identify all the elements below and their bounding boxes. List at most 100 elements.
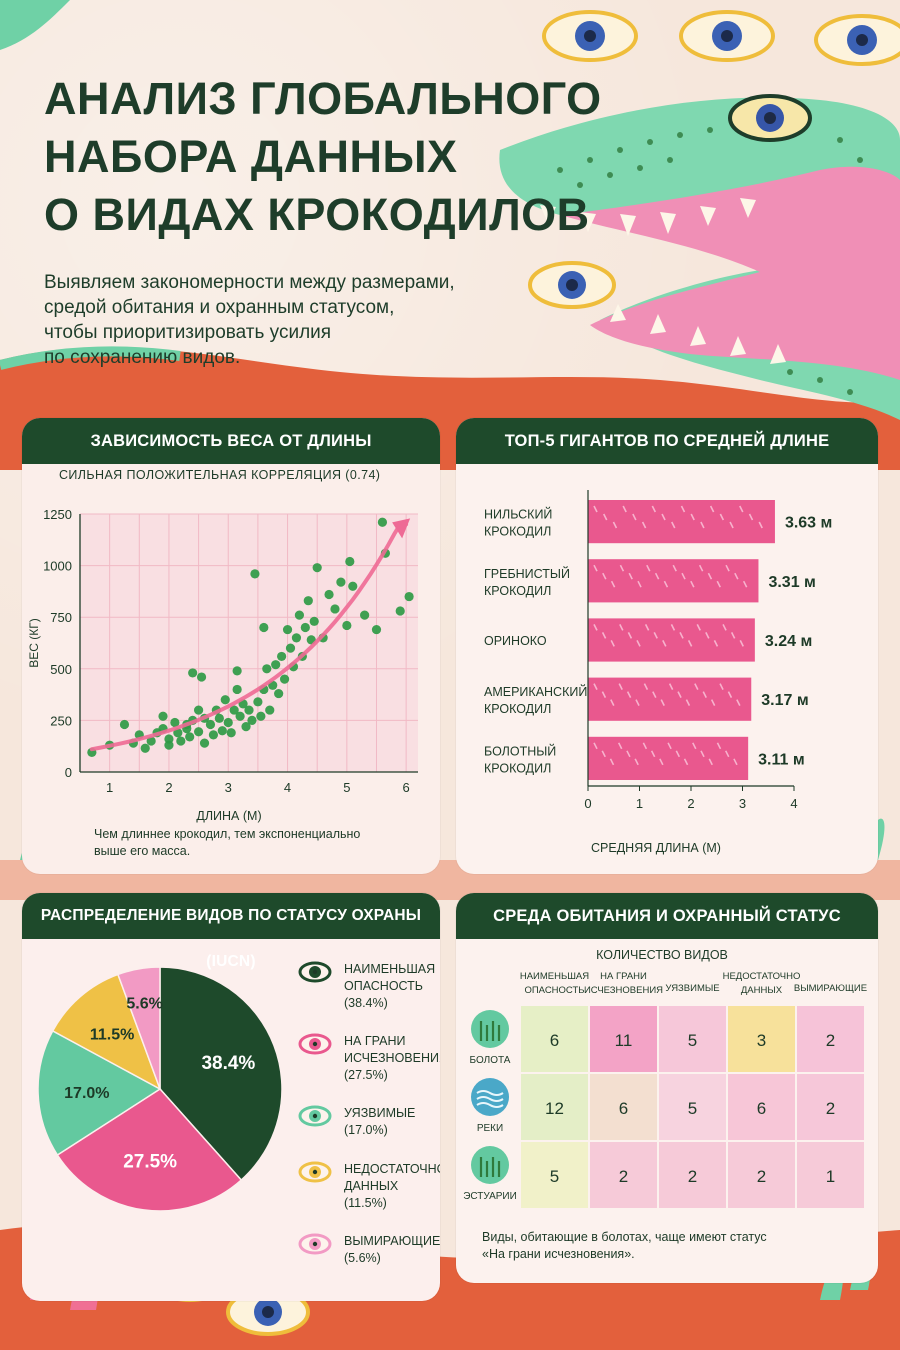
bar-texture: [679, 632, 684, 639]
bar-texture: [694, 683, 699, 690]
estuary-icon: [471, 1146, 509, 1184]
bar-category-label: АМЕРИКАНСКИЙ: [484, 684, 587, 699]
heatmap-cell: [659, 1142, 726, 1208]
scatter-y-tick-label: 250: [50, 713, 72, 728]
heatmap-row-label: ЭСТУАРИИ: [463, 1191, 517, 1202]
scatter-point: [241, 721, 251, 732]
scatter-point: [395, 606, 405, 616]
heatmap-row-label: БОЛОТА: [470, 1055, 511, 1066]
subtitle-line: чтобы приоритизировать усилия: [44, 322, 332, 343]
scatter-point: [277, 651, 287, 662]
heatmap-cell: [728, 1074, 795, 1140]
bar-texture: [690, 580, 695, 588]
scatter-x-tick-label: 2: [165, 780, 172, 795]
pie-slice-label: 11.5%: [90, 1027, 134, 1044]
scatter-y-tick-label: 1250: [43, 507, 72, 522]
eye-icon-mint: [298, 1105, 332, 1127]
heatmap-cell-value: 2: [619, 1167, 628, 1186]
pie-legend-line: (38.4%): [344, 996, 388, 1010]
bar-texture: [646, 564, 651, 572]
scatter-x-axis-label: ДЛИНА (М): [196, 809, 261, 823]
pie-legend-line: ОПАСНОСТЬ: [344, 979, 423, 993]
pie-legend-line: ИСЧЕЗНОВЕНИЯ: [344, 1051, 440, 1065]
pie-legend-line: НА ГРАНИ: [344, 1034, 406, 1048]
heatmap-cell: [521, 1142, 588, 1208]
scatter-point: [196, 672, 207, 682]
heatmap-column-label: НЕДОСТАТОЧНО: [723, 971, 801, 982]
subtitle-line: средой обитания и охранным статусом,: [44, 297, 395, 318]
scatter-point: [193, 727, 204, 737]
scatter-point: [232, 666, 242, 676]
bar-texture: [618, 683, 623, 690]
scatter-chart: 0 250 500 750 1000 1250 1 2 3 4 5 6 ДЛИНА (М) ВЕС (КГ…: [27, 507, 418, 823]
scatter-y-tick-label: 750: [50, 610, 72, 625]
bar-texture: [670, 624, 676, 631]
scatter-note-line: выше его масса.: [94, 844, 191, 858]
scatter-x-tick-label: 1: [106, 780, 113, 795]
heatmap-cell: [797, 1006, 864, 1072]
bar-texture: [617, 742, 623, 750]
bar-texture: [626, 750, 631, 758]
scatter-x-tick-label: 5: [343, 780, 350, 795]
scatter-point: [377, 517, 388, 527]
heatmap-cell: [590, 1074, 657, 1140]
heatmap-cell: [521, 1006, 588, 1072]
bar-texture: [627, 632, 633, 639]
bar-texture: [736, 699, 741, 706]
bar-texture: [680, 505, 686, 513]
heatmap-cell: [659, 1074, 726, 1140]
heatmap-cell-value: 5: [550, 1167, 559, 1186]
bar-texture: [601, 632, 607, 639]
pie-legend-item: ВЫМИРАЮЩИЕ (5.6%): [298, 1233, 440, 1289]
bar-texture: [675, 750, 681, 758]
bar-texture: [702, 691, 707, 698]
scatter-x-tick-label: 3: [225, 780, 232, 795]
scatter-trend-arrowhead: [392, 518, 411, 539]
bar-x-tick-label: 1: [636, 796, 643, 811]
heatmap-note-line: «На грани исчезновения».: [482, 1247, 635, 1261]
bar-texture: [725, 564, 730, 572]
scatter-point: [253, 697, 263, 707]
heatmap-row-label: РЕКИ: [477, 1123, 503, 1134]
bar-texture: [734, 572, 739, 580]
bar-category-label: ОРИНОКО: [484, 634, 547, 648]
title-line: НАБОРА ДАННЫХ: [44, 131, 458, 182]
bar-texture: [700, 750, 705, 758]
scatter-point: [404, 591, 414, 602]
river-wave: [476, 1096, 504, 1102]
scatter-panel-title: ЗАВИСИМОСТЬ ВЕСА ОТ ДЛИНЫ: [22, 418, 440, 464]
pie-legend-label: ВЫМИРАЮЩИЕ (5.6%): [344, 1233, 440, 1267]
page-title: АНАЛИЗ ГЛОБАЛЬНОГО НАБОРА ДАННЫХ О ВИДАХ…: [44, 70, 604, 244]
bar-texture: [668, 683, 674, 690]
scatter-point: [185, 732, 195, 742]
river-wave: [476, 1090, 504, 1096]
pie-legend-line: НЕДОСТАТОЧНО: [344, 1162, 440, 1176]
bar-category-label: КРОКОДИЛ: [484, 525, 551, 539]
bar-x-axis-label: СРЕДНЯЯ ДЛИНА (М): [591, 841, 721, 855]
heatmap-subtitle: КОЛИЧЕСТВО ВИДОВ: [596, 948, 728, 962]
pie-panel-title: РАСПРЕДЕЛЕНИЕ ВИДОВ ПО СТАТУСУ ОХРАНЫ (I…: [22, 893, 440, 970]
scatter-trend-line: [89, 522, 409, 752]
scatter-point: [214, 713, 224, 723]
bar-texture: [603, 513, 608, 521]
bar-texture: [729, 521, 734, 529]
pie-legend-line: (11.5%): [344, 1196, 387, 1210]
scatter-y-axis-label: ВЕС (КГ): [27, 618, 41, 668]
bar-texture: [663, 580, 669, 588]
bar-texture: [724, 750, 730, 758]
bar-texture: [730, 632, 736, 639]
bar-texture: [748, 513, 754, 521]
bar-texture: [632, 513, 637, 521]
bar-texture: [622, 505, 627, 513]
heatmap-cell-value: 2: [826, 1099, 835, 1118]
bar-texture: [667, 742, 672, 750]
bar-texture: [628, 572, 633, 580]
scatter-point: [176, 736, 186, 746]
heatmap-column-label: УЯЗВИМЫЕ: [665, 983, 719, 994]
pie-slice-label: 17.0%: [64, 1085, 109, 1102]
scatter-point: [158, 711, 168, 721]
bar-texture: [707, 572, 713, 580]
scatter-point: [274, 688, 284, 699]
pie-slice-label: 5.6%: [126, 996, 162, 1013]
scatter-point: [164, 740, 174, 750]
